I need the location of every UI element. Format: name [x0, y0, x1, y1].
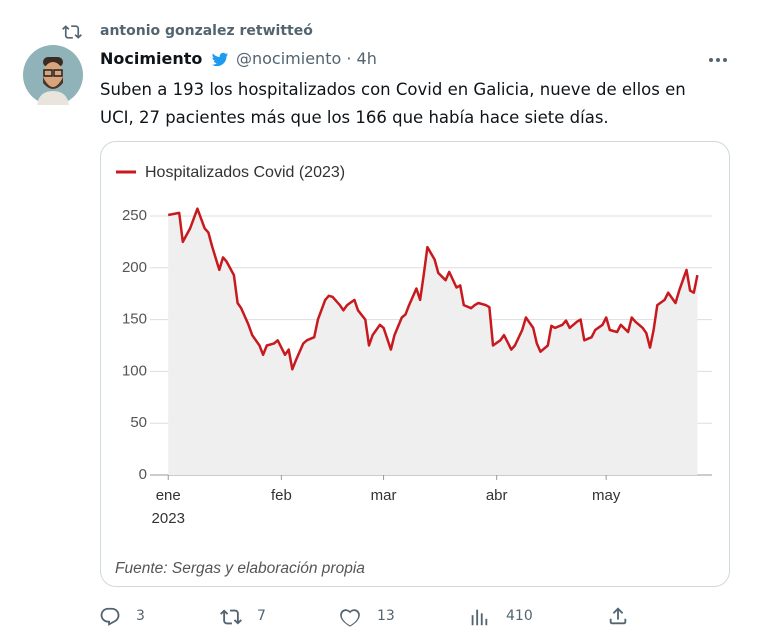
retweeted-by[interactable]: antonio gonzalez retwitteó — [100, 23, 313, 39]
y-tick-label: 0 — [139, 466, 147, 483]
tweet-text: Suben a 193 los hospitalizados con Covid… — [100, 80, 686, 127]
retweet-icon — [62, 25, 82, 39]
y-tick-label: 150 — [122, 311, 147, 328]
x-tick-label: may — [592, 487, 621, 504]
x-tick-label: abr — [486, 487, 508, 504]
legend-label: Hospitalizados Covid (2023) — [145, 164, 345, 181]
y-tick-label: 100 — [122, 362, 147, 379]
more-menu[interactable] — [706, 50, 730, 70]
x-year-label: 2023 — [152, 510, 185, 527]
area — [168, 208, 698, 475]
y-tick-label: 50 — [130, 414, 147, 431]
x-tick-label: feb — [271, 487, 292, 504]
source-note: Fuente: Sergas y elaboración propia — [115, 560, 365, 577]
handle[interactable]: @nocimiento — [236, 49, 342, 68]
retweet-count: 7 — [257, 608, 266, 624]
reply-icon[interactable] — [99, 606, 121, 628]
reply-count: 3 — [136, 608, 145, 624]
timestamp[interactable]: 4h — [356, 49, 377, 68]
share-icon[interactable] — [607, 605, 629, 627]
x-tick-label: ene — [156, 487, 181, 504]
separator: · — [346, 49, 352, 68]
views-count: 410 — [506, 608, 533, 624]
retweet-button[interactable] — [220, 606, 242, 628]
media-card[interactable] — [100, 141, 730, 587]
x-tick-label: mar — [371, 487, 397, 504]
bird-icon — [211, 52, 229, 67]
line — [167, 207, 699, 371]
like-icon[interactable] — [339, 606, 361, 628]
views-icon[interactable] — [468, 606, 490, 628]
y-tick-label: 200 — [122, 259, 147, 276]
like-count: 13 — [377, 608, 395, 624]
author-name[interactable]: Nocimiento — [100, 49, 203, 68]
avatar[interactable] — [23, 45, 83, 105]
y-tick-label: 250 — [122, 207, 147, 224]
tweet-meta: @nocimiento · 4h — [236, 49, 377, 68]
chart: Hospitalizados Covid (2023) 0 50 100 150 200 2… — [115, 164, 712, 577]
